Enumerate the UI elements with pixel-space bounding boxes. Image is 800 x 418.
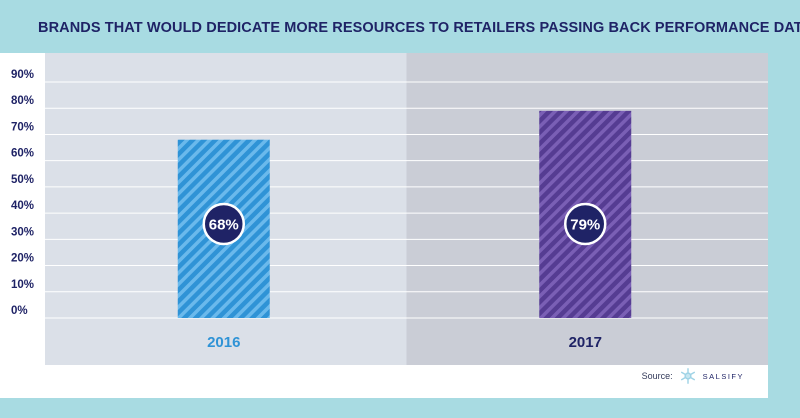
y-tick-label: 10%: [11, 279, 34, 291]
chart-title: BRANDS THAT WOULD DEDICATE MORE RESOURCE…: [38, 20, 800, 36]
brand-name: SALSIFY: [702, 371, 744, 381]
value-badge: [202, 202, 245, 246]
chart-card: 0% 10% 20% 30% 40% 50% 60% 70% 80% 90% 68% 2016 79% 2…: [0, 53, 768, 398]
source-label: Source:: [641, 371, 673, 381]
source-footer: Source: SALSIFY: [642, 365, 744, 387]
y-tick-label: 0%: [11, 305, 28, 317]
x-category-label: 2017: [569, 334, 602, 351]
y-tick-label: 90%: [11, 69, 34, 81]
snowflake-logo-icon: [680, 368, 695, 384]
y-tick-label: 40%: [11, 200, 34, 212]
y-tick-label: 50%: [11, 174, 34, 186]
y-tick-label: 20%: [11, 253, 34, 265]
y-tick-label: 60%: [11, 148, 34, 160]
y-tick-label: 80%: [11, 95, 34, 107]
y-tick-label: 30%: [11, 226, 34, 238]
x-category-label: 2016: [207, 334, 240, 351]
data-label: 79%: [570, 217, 600, 234]
data-label: 68%: [209, 217, 239, 234]
value-badge: [564, 202, 607, 246]
bar-chart: 0% 10% 20% 30% 40% 50% 60% 70% 80% 90% 68% 2016 79% 2…: [0, 53, 768, 365]
y-tick-label: 70%: [11, 121, 34, 133]
